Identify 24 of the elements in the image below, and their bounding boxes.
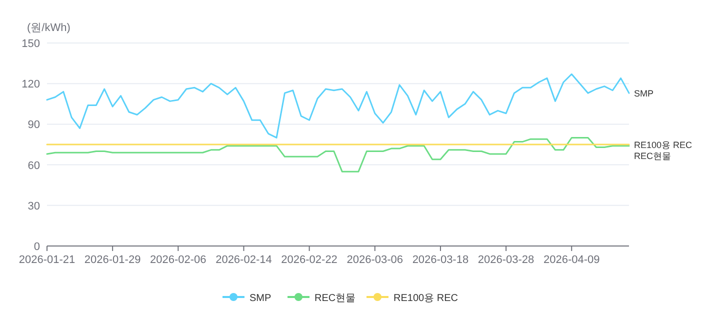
x-tick-label: 2026-02-22 [281,254,338,266]
y-axis-title: (원/kWh) [27,22,70,34]
y-tick-label: 0 [34,241,40,253]
y-tick-label: 120 [22,78,40,91]
x-tick-label: 2026-04-09 [543,254,600,266]
text: REC현물 [634,151,672,161]
text: RE100용 REC [634,140,692,150]
line-series [46,136,630,172]
line-series [46,73,630,138]
legend-label: RE100용 REC [394,293,458,304]
x-tick-label: 2026-01-29 [84,254,141,266]
y-tick-label: 30 [28,200,40,212]
y-tick-label: 150 [22,38,40,50]
legend-label: SMP [250,293,272,304]
x-tick-label: 2026-02-14 [216,254,272,266]
x-tick-label: 2026-03-18 [412,254,469,266]
x-tick-label: 2026-03-28 [478,254,534,266]
x-tick-label: 2026-01-21 [18,254,76,266]
legend-label: REC현물 [314,293,356,304]
y-tick-label: 60 [28,160,40,172]
text: SMP [634,88,654,99]
y-tick-label: 90 [28,119,40,132]
x-tick-label: 2026-02-06 [150,254,206,266]
x-tick-label: 2026-03-06 [346,254,404,266]
